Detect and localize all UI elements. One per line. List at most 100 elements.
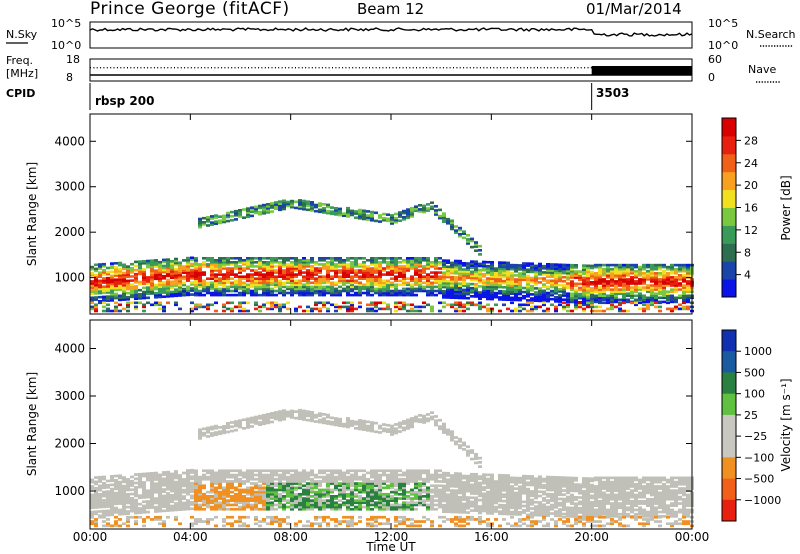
nave-dot bbox=[288, 67, 290, 69]
power-cell bbox=[130, 287, 134, 291]
power-cell bbox=[490, 307, 494, 311]
velocity-cell bbox=[418, 492, 422, 496]
velocity-cell bbox=[342, 501, 346, 505]
power-cell bbox=[286, 263, 290, 266]
power-cell bbox=[642, 272, 646, 275]
velocity-cell bbox=[370, 425, 374, 429]
velocity-cell bbox=[326, 469, 330, 473]
power-cell bbox=[142, 303, 146, 307]
power-cell bbox=[358, 212, 362, 216]
velocity-cell bbox=[418, 501, 422, 505]
power-cell bbox=[398, 267, 402, 270]
power-cell bbox=[566, 276, 570, 279]
power-cell bbox=[186, 256, 190, 260]
velocity-cell bbox=[142, 520, 146, 523]
velocity-cell bbox=[126, 484, 130, 488]
velocity-cell bbox=[302, 507, 306, 511]
power-cell bbox=[126, 273, 130, 276]
power-cell bbox=[246, 301, 250, 305]
power-cell bbox=[414, 289, 418, 293]
nave-dot bbox=[96, 67, 98, 69]
power-cell bbox=[410, 289, 414, 293]
power-cell bbox=[606, 282, 610, 285]
power-cell bbox=[534, 279, 538, 282]
velocity-cell bbox=[170, 508, 174, 512]
power-cell bbox=[402, 277, 406, 280]
velocity-cell bbox=[94, 510, 98, 514]
power-cell bbox=[350, 281, 354, 285]
nave-dot bbox=[345, 67, 347, 69]
velocity-cell bbox=[366, 505, 370, 509]
power-cell bbox=[622, 280, 626, 283]
power-cell bbox=[390, 271, 394, 274]
velocity-cell bbox=[286, 412, 290, 416]
power-cell bbox=[642, 274, 646, 277]
power-cell bbox=[330, 210, 334, 213]
velocity-cell bbox=[134, 507, 138, 511]
power-cell bbox=[522, 266, 526, 269]
power-cell bbox=[582, 299, 586, 302]
power-cell bbox=[202, 289, 206, 293]
power-cell bbox=[542, 285, 546, 288]
velocity-cell bbox=[278, 524, 282, 528]
power-cell bbox=[338, 279, 342, 283]
velocity-cell bbox=[290, 413, 294, 417]
velocity-cell bbox=[262, 518, 266, 521]
power-cell bbox=[334, 209, 338, 212]
power-cell bbox=[586, 297, 590, 300]
power-cell bbox=[502, 263, 506, 267]
power-cell bbox=[674, 282, 678, 285]
velocity-cell bbox=[390, 503, 394, 507]
power-cell bbox=[606, 301, 610, 305]
velocity-cell bbox=[218, 486, 222, 490]
velocity-cell bbox=[414, 484, 418, 488]
power-cell bbox=[650, 280, 654, 283]
power-cell bbox=[570, 280, 574, 283]
power-cell bbox=[518, 303, 522, 307]
power-cell bbox=[262, 263, 266, 266]
power-cell bbox=[198, 217, 202, 221]
velocity-cell bbox=[366, 429, 370, 432]
velocity-cell bbox=[294, 475, 298, 479]
power-cell bbox=[258, 309, 262, 313]
velocity-cell bbox=[246, 473, 250, 477]
nave-dot bbox=[510, 67, 512, 69]
power-cell bbox=[682, 294, 686, 298]
velocity-cell bbox=[410, 524, 414, 528]
velocity-cell bbox=[110, 490, 114, 493]
velocity-cell bbox=[426, 486, 430, 490]
velocity-cell bbox=[198, 428, 202, 432]
velocity-cell bbox=[238, 490, 242, 494]
velocity-cell bbox=[318, 482, 322, 485]
velocity-cell bbox=[334, 480, 338, 483]
power-cell bbox=[198, 263, 202, 266]
nave-dot bbox=[342, 67, 344, 69]
velocity-cell bbox=[274, 503, 278, 507]
power-cell bbox=[278, 265, 282, 268]
velocity-cell bbox=[138, 475, 142, 478]
power-cell bbox=[318, 283, 322, 287]
velocity-cell bbox=[390, 497, 394, 500]
power-cell bbox=[362, 257, 366, 260]
power-cell bbox=[162, 270, 166, 274]
power-cell bbox=[458, 226, 462, 230]
power-cell bbox=[358, 215, 362, 218]
power-cell bbox=[566, 286, 570, 289]
velocity-cell bbox=[262, 490, 266, 494]
velocity-cell bbox=[386, 484, 390, 488]
power-cell bbox=[566, 269, 570, 273]
power-cell bbox=[346, 291, 350, 295]
velocity-cell bbox=[378, 475, 382, 479]
velocity-cell bbox=[266, 469, 270, 473]
velocity-cell bbox=[194, 497, 198, 500]
power-cell bbox=[426, 283, 430, 287]
velocity-cell bbox=[170, 474, 174, 478]
velocity-cell bbox=[158, 507, 162, 511]
velocity-cell bbox=[210, 507, 214, 511]
velocity-cell bbox=[394, 503, 398, 507]
power-cell bbox=[242, 216, 246, 219]
power-cell bbox=[270, 305, 274, 309]
velocity-cell bbox=[226, 480, 230, 483]
power-cell bbox=[342, 283, 346, 287]
power-cell bbox=[414, 209, 418, 213]
